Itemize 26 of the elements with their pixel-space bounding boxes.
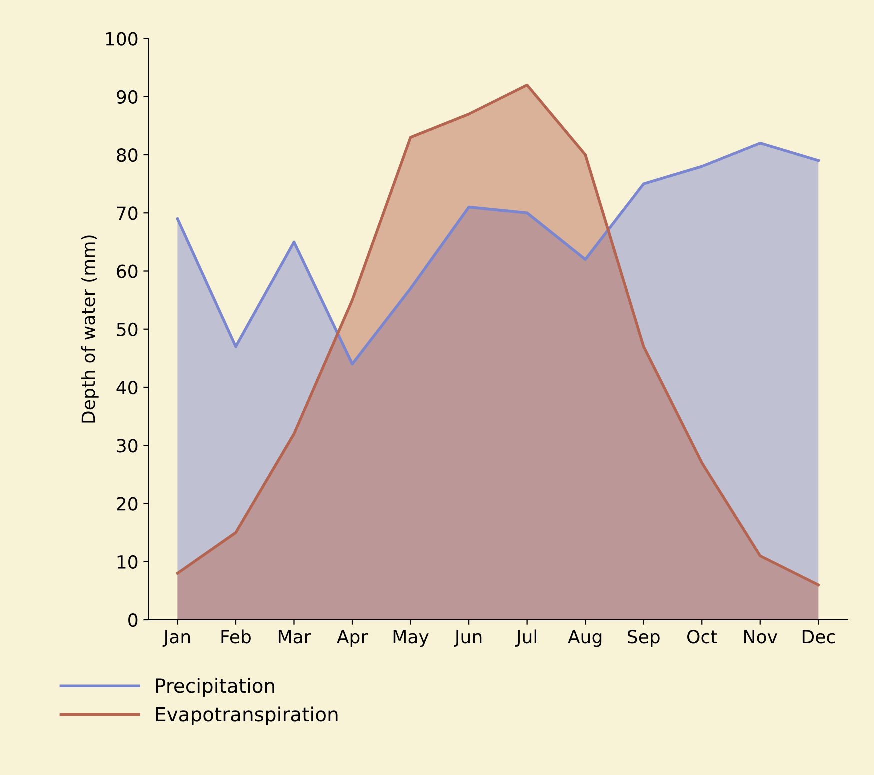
- x-tick-label: Feb: [222, 630, 251, 644]
- y-tick-label: 40: [116, 380, 138, 395]
- y-axis-title: Depth of water (mm): [81, 236, 99, 423]
- x-tick-label: Oct: [688, 630, 718, 644]
- y-tick-label: 70: [117, 206, 138, 220]
- y-tick-label: 60: [117, 264, 138, 278]
- x-tick-label: Dec: [802, 630, 835, 644]
- x-tick-label: Aug: [568, 630, 602, 648]
- legend-label: Precipitation: [156, 678, 274, 698]
- y-tick-label: 0: [128, 613, 138, 628]
- y-tick-label: 30: [117, 439, 138, 453]
- y-tick-label: 80: [117, 148, 138, 162]
- x-tick-label: Nov: [744, 630, 778, 644]
- x-tick-label: Sep: [628, 630, 660, 648]
- x-tick-label: Jun: [454, 630, 482, 648]
- x-tick-label: Jul: [515, 630, 537, 648]
- x-tick-label: Mar: [278, 630, 312, 644]
- x-tick-label: Apr: [337, 630, 368, 648]
- y-tick-label: 50: [117, 322, 138, 336]
- legend-label: Evapotranspiration: [156, 706, 338, 726]
- x-tick-label: May: [394, 630, 429, 648]
- x-tick-label: Jan: [162, 630, 190, 648]
- y-tick-label: 10: [118, 555, 138, 569]
- y-tick-label: 20: [117, 497, 138, 511]
- y-tick-label: 100: [106, 32, 138, 46]
- y-tick-label: 90: [117, 90, 138, 104]
